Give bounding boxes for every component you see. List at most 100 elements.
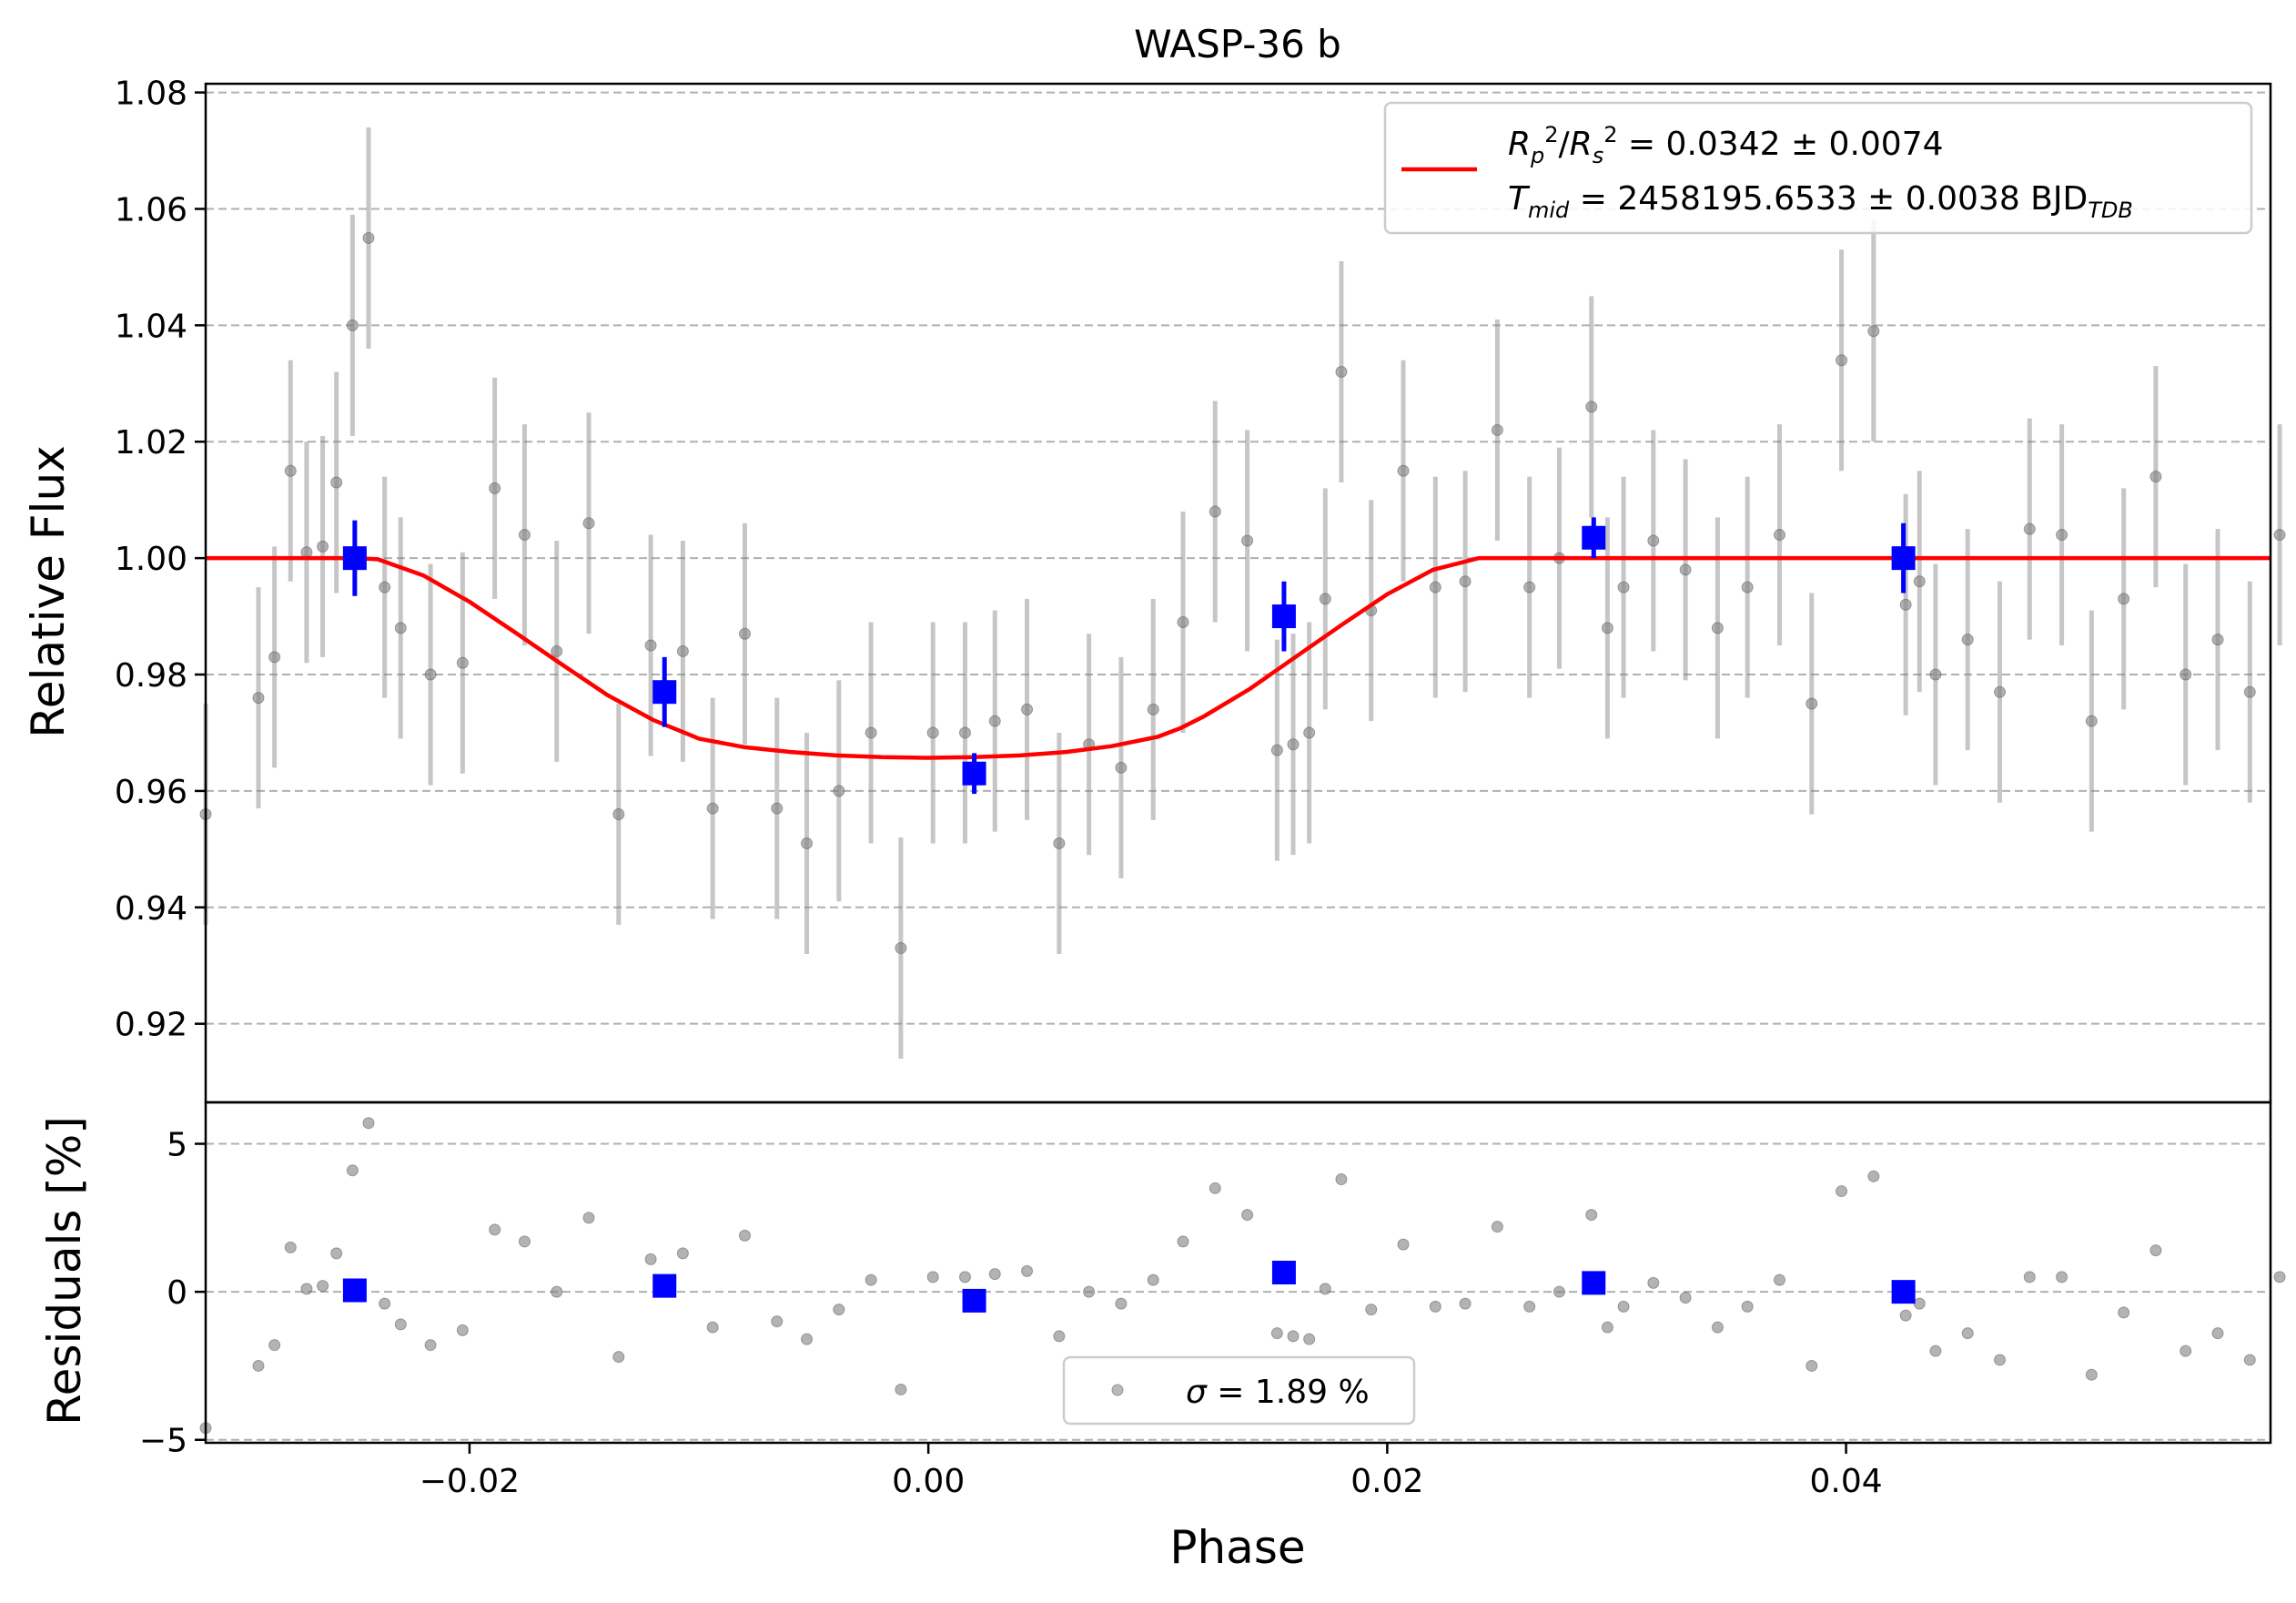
residual-point bbox=[1177, 1235, 1189, 1248]
binned-residual-point bbox=[1891, 1280, 1916, 1304]
residual-point bbox=[1021, 1264, 1034, 1277]
residual-point bbox=[284, 1241, 297, 1253]
residual-point bbox=[1270, 1327, 1283, 1340]
bottom-y-tick-label: 5 bbox=[167, 1127, 187, 1164]
residual-point bbox=[424, 1339, 437, 1352]
bottom-y-ticks: −5 0 5 bbox=[139, 1127, 206, 1460]
raw-data-point bbox=[1429, 581, 1441, 594]
residual-point bbox=[895, 1383, 907, 1395]
binned-data-point bbox=[962, 761, 986, 786]
residual-point bbox=[1491, 1221, 1503, 1233]
raw-data-point bbox=[1335, 366, 1348, 379]
raw-data-point bbox=[2243, 685, 2256, 698]
raw-data-point bbox=[2273, 529, 2286, 542]
raw-data-point bbox=[1115, 761, 1128, 774]
raw-data-point bbox=[2118, 593, 2130, 605]
raw-data-point bbox=[1021, 703, 1034, 715]
residual-point bbox=[1241, 1209, 1254, 1222]
raw-data-point bbox=[771, 802, 784, 815]
raw-data-point bbox=[1994, 685, 2007, 698]
residual-point bbox=[1711, 1321, 1724, 1334]
x-tick-label: −0.02 bbox=[420, 1463, 520, 1500]
raw-data-point bbox=[1867, 325, 1880, 338]
residual-point bbox=[1147, 1273, 1159, 1286]
residual-point bbox=[489, 1223, 501, 1236]
raw-data-point bbox=[424, 668, 437, 681]
raw-data-point bbox=[518, 529, 531, 542]
raw-data-point bbox=[1929, 668, 1942, 681]
binned-data-point bbox=[652, 680, 677, 705]
raw-data-point bbox=[895, 942, 907, 955]
residual-point bbox=[518, 1235, 531, 1248]
raw-data-point bbox=[706, 802, 719, 815]
residual-point bbox=[2211, 1327, 2224, 1340]
residual-point bbox=[801, 1333, 814, 1345]
binned-data-point bbox=[1271, 604, 1296, 629]
residual-point bbox=[988, 1268, 1001, 1281]
residual-point bbox=[612, 1351, 625, 1364]
x-tick-label: 0.02 bbox=[1350, 1463, 1423, 1500]
raw-data-point bbox=[1459, 575, 1472, 588]
raw-data-point bbox=[252, 692, 265, 705]
bottom-y-tick-label: −5 bbox=[139, 1423, 187, 1460]
raw-data-point bbox=[1241, 534, 1254, 547]
raw-data-point bbox=[1319, 593, 1331, 605]
sigma-legend-marker bbox=[1111, 1384, 1124, 1396]
residual-point bbox=[2023, 1271, 2036, 1283]
residual-point bbox=[1053, 1330, 1066, 1343]
residual-point bbox=[1083, 1285, 1096, 1298]
bottom-y-axis-label: Residuals [%] bbox=[38, 1116, 91, 1425]
raw-data-point bbox=[1397, 464, 1410, 477]
residual-point bbox=[1805, 1359, 1818, 1372]
residual-point bbox=[1429, 1300, 1441, 1313]
residual-point bbox=[1335, 1173, 1348, 1186]
raw-data-point bbox=[551, 644, 563, 657]
raw-data-point bbox=[801, 837, 814, 849]
raw-data-point bbox=[1647, 534, 1660, 547]
residual-point bbox=[771, 1315, 784, 1328]
residual-point bbox=[551, 1285, 563, 1298]
residual-point bbox=[394, 1318, 407, 1331]
light-curve-panel: 0.92 0.94 0.96 0.98 1.00 1.02 1.04 1.06 1.08 Rel… bbox=[22, 76, 2286, 1104]
top-y-tick-label: 1.04 bbox=[115, 308, 187, 345]
binned-data-point bbox=[342, 546, 367, 571]
top-y-tick-label: 1.08 bbox=[115, 76, 187, 113]
top-y-tick-label: 1.06 bbox=[115, 191, 187, 228]
legend-mid-transit-label: Tmid = 2458195.6533 ± 0.0038 BJDTDB bbox=[1508, 180, 2133, 223]
model-curve-line bbox=[206, 555, 2271, 760]
residual-point bbox=[1899, 1309, 1912, 1322]
residual-point bbox=[676, 1247, 689, 1260]
residual-point bbox=[958, 1271, 971, 1283]
residual-point bbox=[1679, 1292, 1692, 1304]
sigma-legend: σ = 1.89 % bbox=[1062, 1355, 1416, 1425]
bottom-axes-frame bbox=[204, 1101, 2272, 1445]
raw-data-point bbox=[2085, 715, 2098, 727]
raw-data-point bbox=[926, 726, 939, 739]
top-y-axis-label: Relative Flux bbox=[22, 445, 75, 737]
binned-data-point bbox=[1582, 525, 1606, 550]
residual-point bbox=[1961, 1327, 1974, 1340]
raw-data-point bbox=[1523, 581, 1536, 594]
raw-data-point bbox=[1913, 575, 1926, 588]
raw-data-point bbox=[346, 319, 359, 331]
residual-point bbox=[456, 1324, 469, 1336]
residual-point bbox=[1601, 1321, 1613, 1334]
raw-data-point bbox=[1711, 622, 1724, 634]
binned-residual-point bbox=[652, 1273, 677, 1298]
residual-point bbox=[1553, 1285, 1565, 1298]
raw-data-point bbox=[317, 540, 329, 553]
residual-point bbox=[706, 1321, 719, 1334]
x-axis-label: Phase bbox=[1169, 1521, 1305, 1574]
residual-point bbox=[1365, 1304, 1378, 1316]
raw-data-point bbox=[2149, 471, 2162, 483]
residual-point bbox=[926, 1271, 939, 1283]
binned-residual-point bbox=[1582, 1271, 1606, 1295]
residual-point bbox=[346, 1164, 359, 1177]
raw-data-point bbox=[612, 807, 625, 820]
raw-data-point bbox=[1601, 622, 1613, 634]
raw-data-point bbox=[738, 627, 751, 640]
raw-data-point bbox=[330, 476, 343, 489]
raw-data-point bbox=[2056, 529, 2068, 542]
residual-point bbox=[1617, 1300, 1630, 1313]
